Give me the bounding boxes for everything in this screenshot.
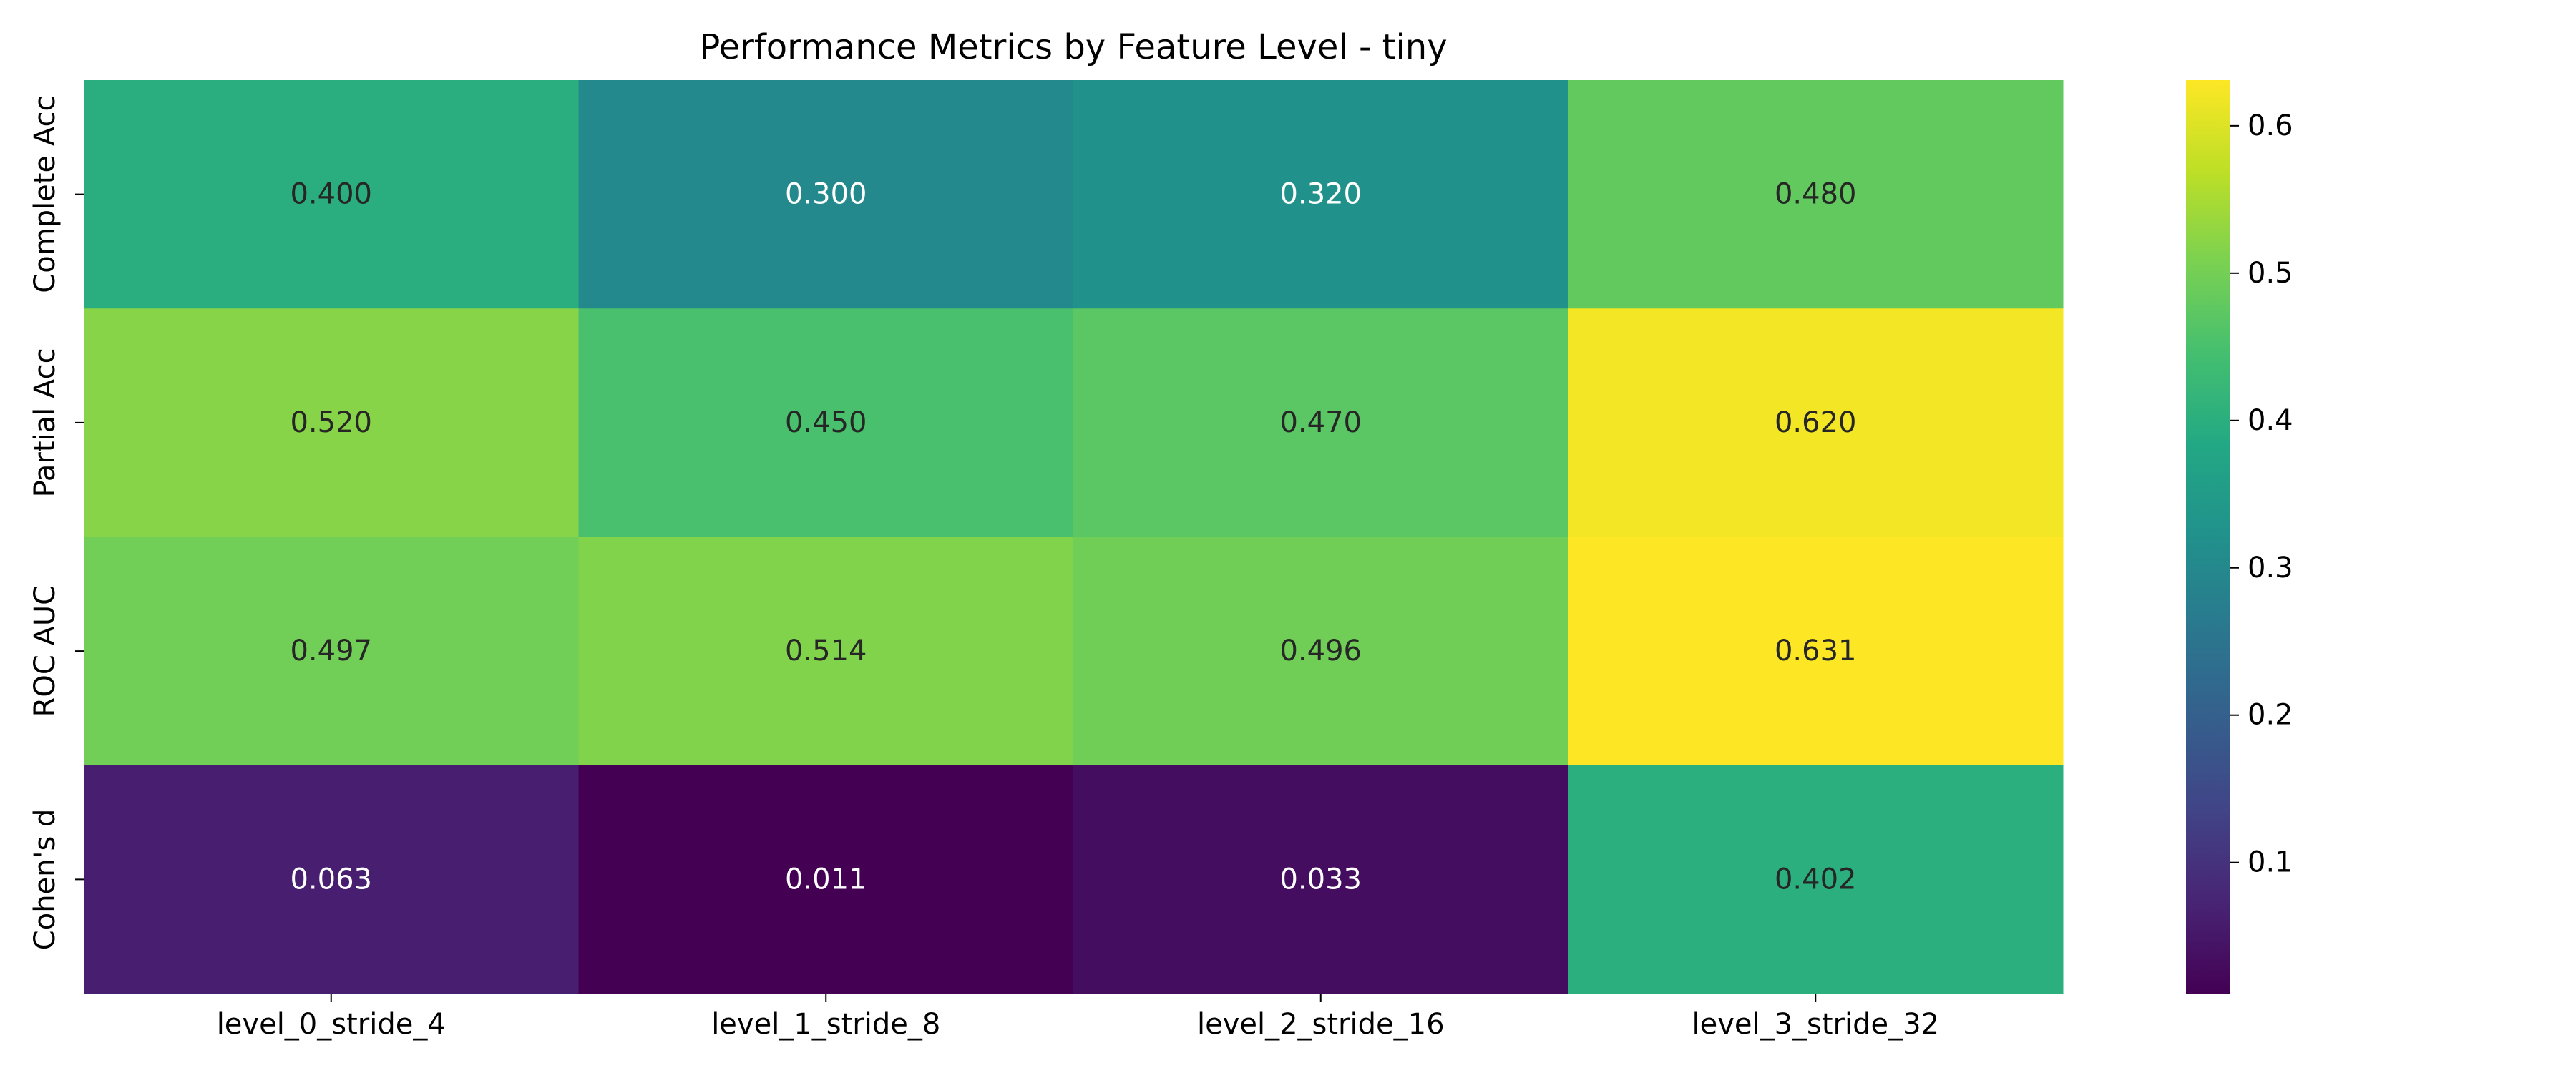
- y-tick-label: ROC AUC: [29, 585, 62, 717]
- x-tick-label: level_2_stride_16: [1197, 1008, 1445, 1041]
- heatmap-cell: [1568, 80, 2064, 309]
- colorbar-tick-label: 0.2: [2248, 699, 2293, 732]
- heatmap-cell: [84, 536, 579, 766]
- cell-value-label: 0.402: [1775, 863, 1857, 896]
- cell-value-label: 0.497: [290, 635, 372, 667]
- cell-value-label: 0.400: [290, 178, 372, 211]
- heatmap-cell: [84, 765, 579, 994]
- cell-value-label: 0.631: [1775, 635, 1857, 667]
- y-tick-label: Partial Acc: [29, 348, 62, 497]
- colorbar: [2186, 80, 2230, 994]
- cell-value-label: 0.620: [1775, 406, 1857, 439]
- colorbar-tick-label: 0.5: [2248, 257, 2293, 290]
- heatmap-cell: [1568, 765, 2064, 994]
- cell-value-label: 0.496: [1279, 635, 1362, 667]
- heatmap-cell: [1073, 80, 1568, 309]
- y-tick-label: Cohen's d: [29, 809, 62, 951]
- cell-value-label: 0.480: [1775, 178, 1857, 211]
- colorbar-tick-label: 0.1: [2248, 846, 2293, 879]
- cell-value-label: 0.033: [1279, 863, 1362, 896]
- heatmap-cell: [578, 80, 1074, 309]
- heatmap-cell: [1073, 308, 1568, 537]
- heatmap-cell: [578, 765, 1074, 994]
- heatmap-cell: [1568, 308, 2064, 537]
- chart-title: Performance Metrics by Feature Level - t…: [699, 27, 1447, 67]
- x-tick-label: level_3_stride_32: [1692, 1008, 1939, 1041]
- x-tick-label: level_1_stride_8: [711, 1008, 940, 1041]
- heatmap-cell: [1073, 536, 1568, 766]
- cell-value-label: 0.450: [785, 406, 867, 439]
- colorbar-tick-label: 0.4: [2248, 404, 2293, 437]
- heatmap-cell: [84, 308, 579, 537]
- heatmap-cell: [578, 308, 1074, 537]
- cell-value-label: 0.520: [290, 406, 372, 439]
- heatmap-cell: [1568, 536, 2064, 766]
- y-tick-label: Complete Acc: [29, 96, 62, 293]
- cell-value-label: 0.011: [785, 863, 867, 896]
- heatmap-cell: [84, 80, 579, 309]
- cell-value-label: 0.514: [785, 635, 867, 667]
- cell-value-label: 0.300: [785, 178, 867, 211]
- cell-value-label: 0.320: [1279, 178, 1362, 211]
- colorbar-tick-label: 0.3: [2248, 552, 2293, 584]
- cell-value-label: 0.470: [1279, 406, 1362, 439]
- colorbar-tick-label: 0.6: [2248, 109, 2293, 142]
- heatmap-cell: [1073, 765, 1568, 994]
- cell-value-label: 0.063: [290, 863, 372, 896]
- x-tick-label: level_0_stride_4: [217, 1008, 446, 1041]
- heatmap-cell: [578, 536, 1074, 766]
